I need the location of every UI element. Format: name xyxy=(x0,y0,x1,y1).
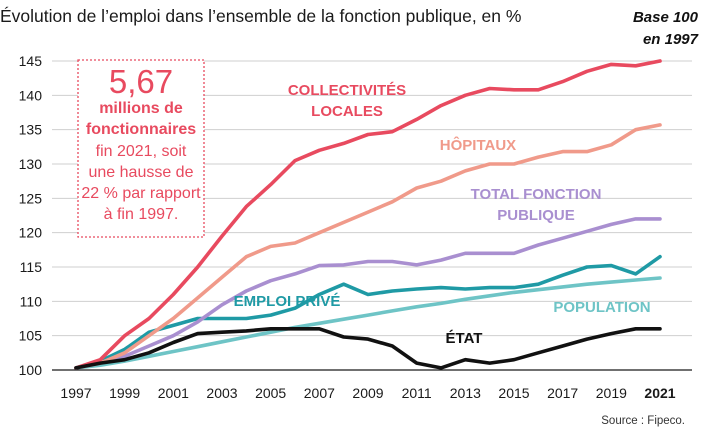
y-tick-label: 110 xyxy=(20,293,43,309)
base-label-line-1: Base 100 xyxy=(633,9,699,26)
x-tick-label: 2015 xyxy=(498,385,529,401)
callout-bold-line-1: millions de xyxy=(99,100,183,117)
series-label-3: EMPLOI PRIVÉ xyxy=(234,293,341,310)
x-tick-label: 2009 xyxy=(352,385,383,401)
y-tick-label: 115 xyxy=(20,259,43,275)
series-lines xyxy=(74,59,662,370)
series-label-0: LOCALES xyxy=(311,103,383,120)
x-tick-label: 2017 xyxy=(547,385,578,401)
source-note: Source : Fipeco. xyxy=(601,415,685,427)
y-tick-label: 135 xyxy=(19,122,43,138)
chart-title: Évolution de l’emploi dans l’ensemble de… xyxy=(0,6,521,26)
callout-text-line-1: fin 2021, soit xyxy=(96,143,187,160)
y-tick-label: 100 xyxy=(19,362,43,378)
callout-bold-line-2: fonctionnaires xyxy=(86,121,196,138)
series-line-4 xyxy=(74,276,662,370)
x-tick-label: 1999 xyxy=(109,385,140,401)
x-tick-label: 2011 xyxy=(402,385,432,401)
series-line-2 xyxy=(74,217,662,370)
y-tick-label: 145 xyxy=(19,53,43,69)
x-tick-label: 2013 xyxy=(450,385,481,401)
callout-border xyxy=(77,59,205,238)
x-tick-label: 2001 xyxy=(158,385,189,401)
series-line-0 xyxy=(74,59,662,370)
y-tick-label: 140 xyxy=(19,87,43,103)
series-label-2: TOTAL FONCTION xyxy=(471,186,602,203)
series-label-1: HÔPITAUX xyxy=(440,136,516,154)
callout-box: 5,67 millions de fonctionnaires fin 2021… xyxy=(77,59,205,238)
x-tick-label: 2019 xyxy=(596,385,627,401)
series-line-3 xyxy=(74,254,662,370)
series-label-0: COLLECTIVITÉS xyxy=(288,82,406,99)
x-tick-label: 2021 xyxy=(644,385,675,401)
x-tick-label: 2005 xyxy=(255,385,286,401)
series-label-5: ÉTAT xyxy=(446,330,483,347)
series-label-4: POPULATION xyxy=(553,299,650,316)
x-tick-label: 2007 xyxy=(304,385,335,401)
callout-text-line-4: à fin 1997. xyxy=(104,206,179,223)
x-tick-label: 1997 xyxy=(60,385,91,401)
y-tick-label: 130 xyxy=(19,156,43,172)
y-tick-label: 105 xyxy=(19,328,43,344)
y-tick-label: 120 xyxy=(19,225,43,241)
x-tick-label: 2003 xyxy=(206,385,237,401)
base-label-line-2: en 1997 xyxy=(643,31,699,48)
callout-text-line-2: une hausse de xyxy=(89,164,194,181)
series-line-5 xyxy=(74,326,662,370)
y-axis-ticks: 100 105 110 115 120 125 130 135 140 145 xyxy=(19,53,43,378)
x-axis-ticks: 1997 1999 2001 2003 2005 2007 2009 2011 2013 2015… xyxy=(60,385,675,401)
series-labels: COLLECTIVITÉS LOCALES HÔPITAUX TOTAL FONCTI… xyxy=(234,82,651,347)
y-tick-label: 125 xyxy=(19,190,43,206)
series-label-2: PUBLIQUE xyxy=(497,207,575,224)
callout-text-line-3: 22 % par rapport xyxy=(81,185,201,202)
callout-number: 5,67 xyxy=(109,63,173,100)
series-line-1 xyxy=(74,123,662,370)
